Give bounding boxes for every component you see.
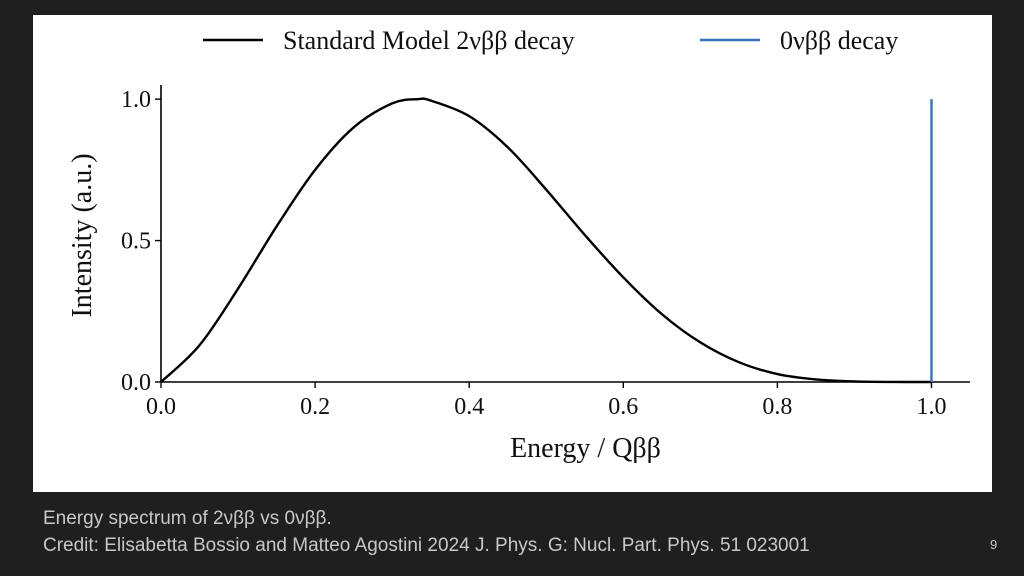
- series-line-2nbb: [160, 97, 932, 384]
- energy-spectrum-chart: Standard Model 2νββ decay 0νββ decay 0.0…: [67, 26, 970, 464]
- x-axis-title: Energy / Qββ: [510, 433, 661, 464]
- caption-line-1: Energy spectrum of 2νββ vs 0νββ.: [43, 508, 332, 529]
- caption-line-2: Credit: Elisabetta Bossio and Matteo Ago…: [43, 535, 810, 556]
- x-tick-label: 1.0: [916, 394, 946, 420]
- y-tick-label: 1.0: [121, 87, 151, 113]
- x-tick-label: 0.2: [300, 394, 330, 420]
- caption: Energy spectrum of 2νββ vs 0νββ. Credit:…: [43, 505, 810, 559]
- legend-label-0nbb: 0νββ decay: [780, 26, 898, 55]
- slide-number: 9: [990, 537, 998, 552]
- legend-label-2nbb: Standard Model 2νββ decay: [283, 26, 575, 55]
- ticks: 0.0 0.2 0.4 0.6 0.8 1.0 0.0 0.5 1.0: [121, 87, 946, 420]
- figure-panel: Standard Model 2νββ decay 0νββ decay 0.0…: [33, 15, 992, 492]
- x-tick-label: 0.8: [762, 394, 792, 420]
- x-tick-label: 0.0: [146, 394, 176, 420]
- y-axis-title: Intensity (a.u.): [67, 153, 98, 317]
- series: [160, 97, 933, 384]
- y-tick-label: 0.0: [121, 370, 151, 396]
- y-tick-label: 0.5: [121, 229, 151, 255]
- x-tick-label: 0.6: [608, 394, 638, 420]
- x-tick-label: 0.4: [454, 394, 484, 420]
- legend: Standard Model 2νββ decay 0νββ decay: [203, 26, 898, 55]
